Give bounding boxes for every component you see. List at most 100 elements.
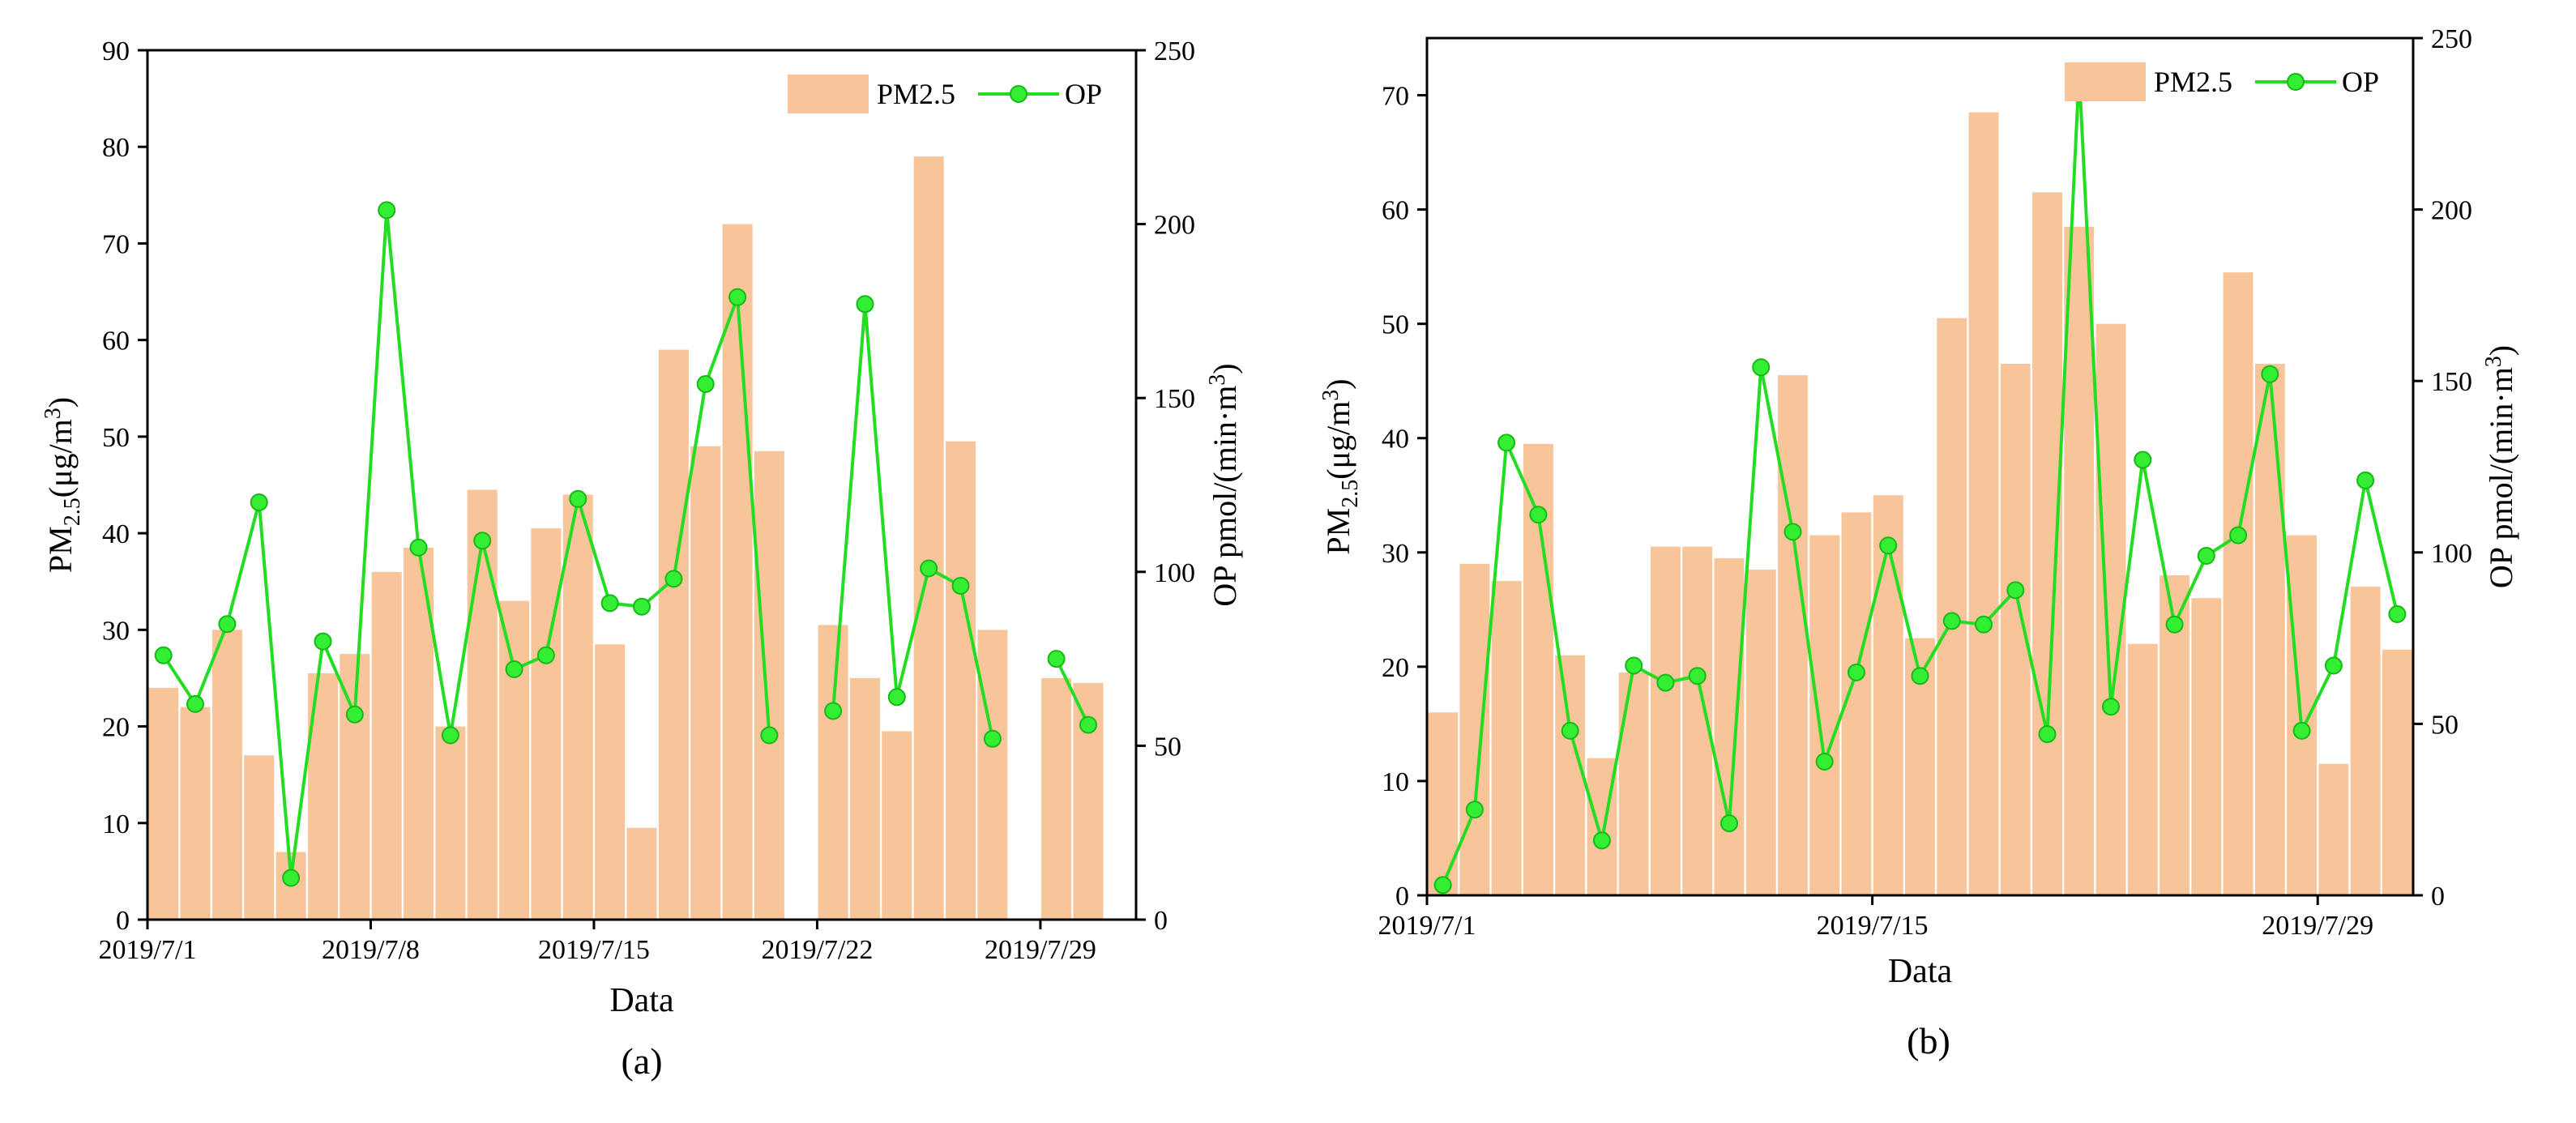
y-tick-label: 0 xyxy=(1395,882,1409,912)
pm25-bar xyxy=(2064,226,2095,895)
y2-tick-label: 200 xyxy=(2431,196,2472,226)
op-point xyxy=(887,688,906,707)
op-point xyxy=(951,577,970,595)
y2-axis-title: OP pmol/(min·m3) xyxy=(2481,345,2519,588)
pm25-bar xyxy=(722,224,753,920)
plot-frame xyxy=(146,49,1138,921)
x-axis-title: Data xyxy=(1888,953,1953,990)
op-point xyxy=(441,726,459,745)
op-point xyxy=(378,201,396,220)
x-tick-label: 2019/7/29 xyxy=(2262,911,2373,941)
bar-series xyxy=(1428,112,2412,896)
op-series xyxy=(154,201,1097,887)
pm25-bar xyxy=(1968,112,1999,895)
y2-tick-label: 150 xyxy=(2431,367,2472,397)
op-point xyxy=(1975,615,1993,634)
x-tick-label: 2019/7/1 xyxy=(99,935,197,965)
y2-tick-label: 0 xyxy=(1154,906,1168,936)
x-axis: 2019/7/1 2019/7/8 2019/7/15 2019/7/22 2019/7… xyxy=(99,920,1096,965)
pm25-bar xyxy=(2350,587,2381,895)
y-tick-label: 10 xyxy=(102,809,130,839)
y-tick-label: 80 xyxy=(102,133,130,163)
y2-tick-label: 0 xyxy=(2431,882,2445,912)
op-point xyxy=(1529,506,1548,524)
y-axis-title-main: PM xyxy=(42,526,79,573)
op-point xyxy=(983,729,1002,748)
pm25-bar xyxy=(2127,643,2158,895)
y2-axis-title-main: OP pmol/(min·m xyxy=(1207,386,1243,607)
op-point xyxy=(1433,876,1452,895)
legend-label-op: OP xyxy=(1065,78,1102,110)
panel-label: (b) xyxy=(1907,1020,1950,1061)
pm25-bar xyxy=(977,630,1008,920)
y-axis-title-rest: (μg/m xyxy=(1320,401,1356,480)
y-tick-label: 40 xyxy=(1382,425,1409,455)
pm25-bar xyxy=(435,726,466,920)
op-point xyxy=(2356,471,2375,489)
y-axis-title-close: ) xyxy=(42,397,79,408)
pm25-bar xyxy=(1041,677,1072,920)
x-tick-label: 2019/7/8 xyxy=(322,935,420,965)
x-tick-label: 2019/7/29 xyxy=(985,935,1096,965)
op-point xyxy=(409,538,428,557)
op-point xyxy=(1625,656,1643,675)
op-point xyxy=(1848,663,1865,681)
op-point xyxy=(186,694,204,713)
pm25-bar xyxy=(626,827,657,920)
pm25-bar xyxy=(1937,318,1967,896)
legend-marker-op xyxy=(1010,85,1027,103)
chart-panel-a: 0 10 20 30 40 50 60 70 80 90 0 50 100 150 200 250 2019/7… xyxy=(41,36,1243,1082)
y-tick-label: 90 xyxy=(102,36,130,66)
y-tick-label: 60 xyxy=(102,327,130,357)
pm25-bar xyxy=(531,528,562,920)
pm25-bar xyxy=(499,600,530,920)
pm25-bar xyxy=(2000,364,2031,895)
op-point xyxy=(569,489,587,508)
y-axis-title-close: ) xyxy=(1320,378,1356,389)
panel-label: (a) xyxy=(621,1040,662,1082)
y2-axis-title-close: ) xyxy=(1207,363,1243,374)
y-tick-label: 40 xyxy=(102,519,130,549)
op-point xyxy=(345,705,364,724)
legend-swatch-pm25 xyxy=(2065,62,2146,101)
op-point xyxy=(505,660,523,678)
op-point xyxy=(1688,667,1707,685)
op-line xyxy=(1054,658,1090,726)
y2-tick-label: 50 xyxy=(2431,710,2459,740)
op-series xyxy=(1433,63,2407,895)
y-tick-label: 10 xyxy=(1382,767,1409,797)
pm25-bar xyxy=(1809,535,1840,895)
y2-tick-label: 250 xyxy=(1154,36,1195,66)
pm25-bar xyxy=(850,677,880,920)
y-axis-right: 0 50 100 150 200 250 xyxy=(2413,24,2472,912)
op-point xyxy=(856,295,874,314)
legend-label-pm25: PM2.5 xyxy=(877,78,955,110)
op-point xyxy=(920,559,938,578)
op-point xyxy=(2292,721,2311,740)
legend-swatch-pm25 xyxy=(788,75,869,113)
op-point xyxy=(2102,698,2120,716)
op-point xyxy=(2197,547,2215,565)
op-point xyxy=(1879,536,1898,555)
legend-marker-op xyxy=(2287,73,2305,91)
y-tick-label: 30 xyxy=(1382,539,1409,569)
legend-label-pm25: PM2.5 xyxy=(2154,66,2232,98)
pm25-bar xyxy=(658,349,689,920)
op-point xyxy=(218,615,237,634)
op-point xyxy=(600,594,619,613)
op-point xyxy=(728,288,747,306)
op-point xyxy=(824,702,843,720)
op-point xyxy=(473,532,492,550)
y-axis-title-sub: 2.5 xyxy=(1338,480,1363,508)
pm25-bar xyxy=(818,625,848,920)
plot-frame xyxy=(1425,36,2415,897)
legend: PM2.5 OP xyxy=(788,75,1102,113)
op-point xyxy=(1561,721,1579,740)
pm25-bar xyxy=(2318,763,2349,895)
op-point xyxy=(2134,450,2152,469)
pm25-bar xyxy=(2254,364,2285,895)
op-point xyxy=(633,597,651,616)
pm25-bar xyxy=(882,731,912,920)
